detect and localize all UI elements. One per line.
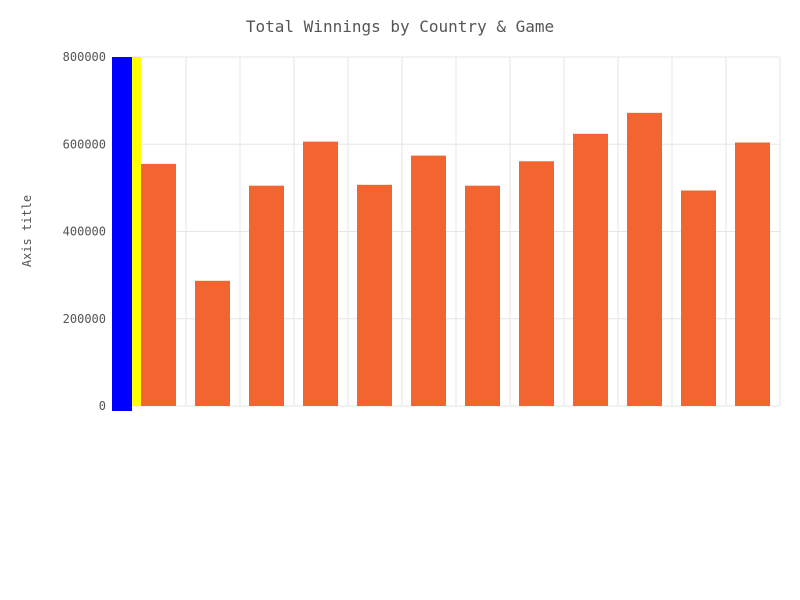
bar[interactable] (411, 155, 446, 406)
y-tick-label: 800000 (63, 50, 106, 64)
frozen-band-blue (112, 57, 132, 411)
y-tick-label: 200000 (63, 312, 106, 326)
bar[interactable] (681, 190, 716, 406)
bar[interactable] (141, 163, 176, 406)
bar[interactable] (519, 161, 554, 406)
y-axis-title: Axis title (20, 195, 34, 267)
bar[interactable] (627, 112, 662, 406)
bars-layer (141, 112, 770, 406)
bar[interactable] (465, 185, 500, 406)
chart-title: Total Winnings by Country & Game (246, 17, 554, 36)
frozen-band-yellow (132, 57, 141, 406)
bar[interactable] (735, 142, 770, 406)
y-tick-label: 400000 (63, 225, 106, 239)
bar[interactable] (195, 280, 230, 406)
y-tick-label: 600000 (63, 137, 106, 151)
bar[interactable] (249, 185, 284, 406)
bar[interactable] (357, 184, 392, 406)
frozen-column-band (112, 57, 141, 411)
bar[interactable] (303, 141, 338, 406)
bar[interactable] (573, 133, 608, 406)
y-axis-ticks: 0 200000 400000 600000 800000 (63, 50, 106, 413)
y-tick-label: 0 (99, 399, 106, 413)
